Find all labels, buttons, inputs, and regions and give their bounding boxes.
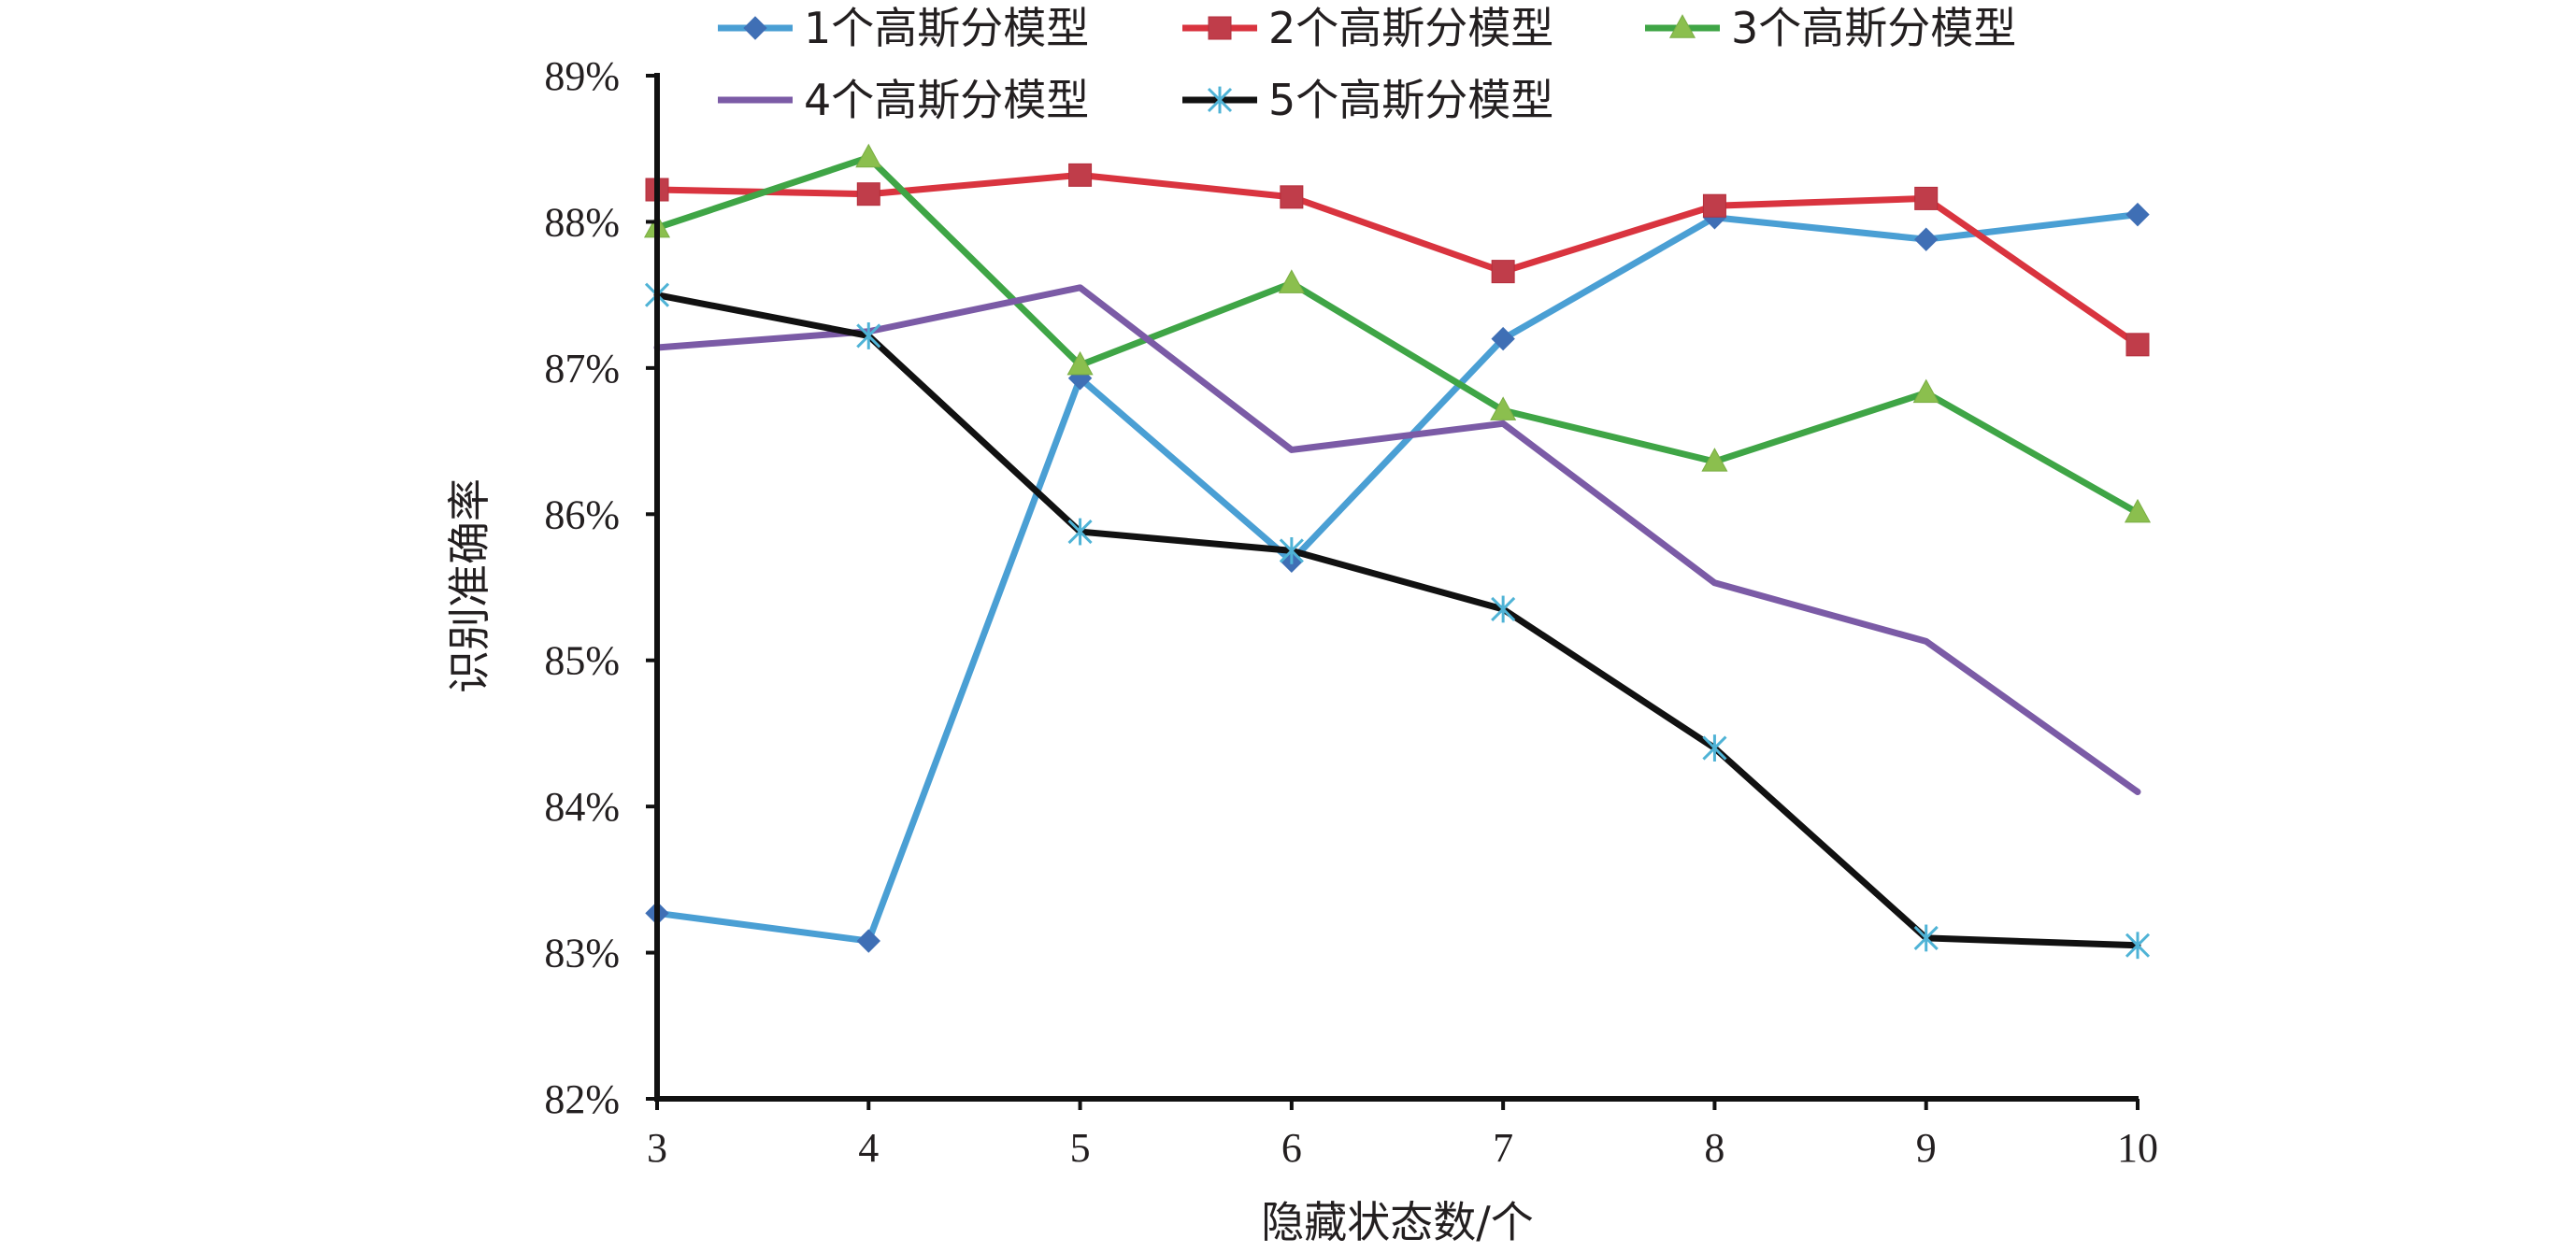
data-point [1279, 536, 1304, 564]
data-point [2125, 202, 2150, 227]
legend-marker [743, 16, 767, 40]
legend-marker [1208, 16, 1232, 40]
x-tick-label: 9 [1916, 1125, 1937, 1171]
legend-label: 4个高斯分模型 [804, 75, 1089, 125]
x-tick-label: 3 [647, 1125, 667, 1171]
series-line [653, 284, 2141, 795]
legend-item: 3个高斯分模型 [1645, 3, 2016, 53]
series-line [653, 211, 2141, 945]
data-point [855, 143, 882, 168]
data-point [1914, 227, 1939, 251]
data-point [1280, 185, 1304, 209]
series-5 [644, 281, 2151, 960]
data-point [1068, 163, 1093, 187]
y-tick-label: 83% [544, 931, 620, 976]
x-tick-label: 8 [1704, 1125, 1724, 1171]
series-4 [653, 284, 2141, 795]
legend-item: 5个高斯分模型 [1182, 75, 1553, 125]
data-point [1713, 582, 1715, 584]
x-tick-label: 7 [1493, 1125, 1513, 1171]
series-line [653, 154, 2141, 517]
data-point [2124, 498, 2152, 523]
data-point [856, 182, 880, 206]
series-2 [645, 163, 2150, 357]
data-point [1278, 269, 1305, 293]
y-axis-title: 识别准确率 [444, 478, 494, 693]
axes [646, 73, 2140, 1110]
legend-item: 2个高斯分模型 [1182, 3, 1553, 53]
data-point [1701, 448, 1728, 472]
legend-marker [1668, 14, 1696, 38]
legend-item: 4个高斯分模型 [718, 75, 1089, 125]
y-tick-label: 88% [544, 199, 620, 245]
y-tick-label: 85% [544, 638, 620, 684]
x-tick-label: 10 [2117, 1125, 2158, 1171]
legend-label: 3个高斯分模型 [1731, 3, 2016, 53]
legend: 1个高斯分模型 2个高斯分模型 3个高斯分模型 4个高斯分模型 5个高斯分模型 [718, 3, 2016, 125]
series-3 [643, 143, 2152, 523]
data-point [2125, 333, 2150, 357]
legend-item: 1个高斯分模型 [718, 3, 1089, 53]
data-point [1702, 734, 1727, 762]
data-point [1291, 449, 1293, 450]
x-tick-label: 5 [1070, 1125, 1091, 1171]
data-point [1067, 518, 1093, 546]
x-axis-title: 隐藏状态数/个 [1261, 1197, 1534, 1247]
data-point [1702, 193, 1726, 218]
data-point [1913, 924, 1939, 952]
y-tick-label: 82% [544, 1076, 620, 1122]
data-point [1502, 422, 1504, 424]
data-point [1490, 396, 1517, 420]
legend-label: 1个高斯分模型 [804, 3, 1089, 53]
legend-label: 5个高斯分模型 [1268, 75, 1553, 125]
y-tick-label: 89% [544, 53, 620, 99]
data-point [1491, 326, 1515, 351]
legend-label: 2个高斯分模型 [1268, 3, 1553, 53]
data-point [1925, 640, 1927, 642]
data-point [2125, 932, 2151, 960]
data-point [1912, 378, 1939, 404]
data-point [1491, 260, 1515, 284]
data-point [1066, 350, 1094, 376]
y-tick-label: 86% [544, 491, 620, 537]
data-point [856, 322, 881, 349]
data-point [1914, 186, 1939, 210]
data-point [2137, 791, 2139, 792]
y-tick-label: 84% [544, 784, 620, 830]
series-line [653, 292, 2141, 949]
plot-area [643, 143, 2152, 960]
tick-labels: 82% 83% 84% 85% 86% 87% 88% 89% 3 4 5 6 7 8 9 10 [544, 53, 2158, 1171]
y-tick-label: 87% [544, 346, 620, 392]
data-point [856, 929, 880, 953]
x-tick-label: 6 [1281, 1125, 1302, 1171]
x-tick-label: 4 [858, 1125, 879, 1171]
legend-marker [1207, 86, 1233, 114]
data-point [1491, 595, 1516, 623]
